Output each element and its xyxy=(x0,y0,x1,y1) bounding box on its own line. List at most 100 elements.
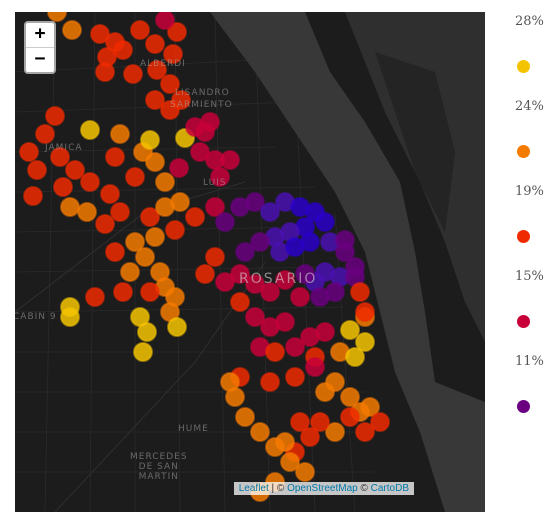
data-marker[interactable] xyxy=(285,367,305,387)
data-marker[interactable] xyxy=(325,422,345,442)
data-marker[interactable] xyxy=(355,302,375,322)
data-marker[interactable] xyxy=(285,337,305,357)
data-marker[interactable] xyxy=(260,282,280,302)
data-marker[interactable] xyxy=(80,172,100,192)
data-marker[interactable] xyxy=(133,342,153,362)
data-marker[interactable] xyxy=(250,232,270,252)
data-marker[interactable] xyxy=(62,20,82,40)
data-marker[interactable] xyxy=(23,186,43,206)
data-marker[interactable] xyxy=(155,12,175,30)
data-marker[interactable] xyxy=(280,452,300,472)
data-marker[interactable] xyxy=(300,427,320,447)
data-marker[interactable] xyxy=(295,462,315,482)
data-marker[interactable] xyxy=(110,124,130,144)
data-marker[interactable] xyxy=(210,167,230,187)
data-marker[interactable] xyxy=(167,317,187,337)
data-marker[interactable] xyxy=(27,160,47,180)
data-marker[interactable] xyxy=(47,12,67,22)
data-marker[interactable] xyxy=(105,147,125,167)
data-marker[interactable] xyxy=(355,422,375,442)
data-marker[interactable] xyxy=(205,247,225,267)
data-marker[interactable] xyxy=(275,270,295,290)
data-marker[interactable] xyxy=(160,74,180,94)
data-marker[interactable] xyxy=(170,192,190,212)
data-marker[interactable] xyxy=(160,100,180,120)
data-marker[interactable] xyxy=(310,287,330,307)
data-marker[interactable] xyxy=(53,177,73,197)
data-marker[interactable] xyxy=(145,227,165,247)
data-marker[interactable] xyxy=(355,332,375,352)
data-marker[interactable] xyxy=(163,44,183,64)
data-marker[interactable] xyxy=(113,282,133,302)
data-marker[interactable] xyxy=(260,202,280,222)
zoom-in-button[interactable]: + xyxy=(34,23,46,44)
data-marker[interactable] xyxy=(340,320,360,340)
data-marker[interactable] xyxy=(137,322,157,342)
data-marker[interactable] xyxy=(110,202,130,222)
data-marker[interactable] xyxy=(235,242,255,262)
map[interactable]: ALBERDI LISANDRO SARMIENTO JAMICA LUIS R… xyxy=(15,12,485,512)
data-marker[interactable] xyxy=(235,407,255,427)
data-marker[interactable] xyxy=(45,106,65,126)
data-marker[interactable] xyxy=(185,207,205,227)
data-marker[interactable] xyxy=(260,372,280,392)
data-marker[interactable] xyxy=(195,122,215,142)
data-marker[interactable] xyxy=(230,264,250,284)
data-marker[interactable] xyxy=(220,150,240,170)
data-marker[interactable] xyxy=(275,312,295,332)
data-marker[interactable] xyxy=(140,282,160,302)
cartodb-link[interactable]: CartoDB xyxy=(370,483,409,494)
zoom-out-button[interactable]: − xyxy=(26,47,54,72)
leaflet-link[interactable]: Leaflet xyxy=(238,483,269,494)
data-marker[interactable] xyxy=(230,292,250,312)
data-marker[interactable] xyxy=(315,322,335,342)
data-marker[interactable] xyxy=(125,232,145,252)
map-canvas[interactable] xyxy=(15,12,485,512)
data-marker[interactable] xyxy=(77,202,97,222)
data-marker[interactable] xyxy=(325,372,345,392)
data-marker[interactable] xyxy=(123,64,143,84)
data-marker[interactable] xyxy=(290,287,310,307)
data-marker[interactable] xyxy=(305,357,325,377)
data-marker[interactable] xyxy=(125,167,145,187)
data-marker[interactable] xyxy=(205,197,225,217)
data-marker[interactable] xyxy=(60,197,80,217)
data-marker[interactable] xyxy=(35,124,55,144)
data-marker[interactable] xyxy=(340,387,360,407)
data-marker[interactable] xyxy=(350,282,370,302)
data-marker[interactable] xyxy=(295,264,315,284)
data-marker[interactable] xyxy=(135,247,155,267)
data-marker[interactable] xyxy=(50,147,70,167)
data-marker[interactable] xyxy=(105,242,125,262)
data-marker[interactable] xyxy=(65,160,85,180)
data-marker[interactable] xyxy=(215,212,235,232)
data-marker[interactable] xyxy=(155,172,175,192)
data-marker[interactable] xyxy=(140,207,160,227)
data-marker[interactable] xyxy=(315,212,335,232)
data-marker[interactable] xyxy=(165,220,185,240)
data-marker[interactable] xyxy=(250,422,270,442)
data-marker[interactable] xyxy=(169,158,189,178)
data-marker[interactable] xyxy=(120,262,140,282)
data-marker[interactable] xyxy=(145,90,165,110)
data-marker[interactable] xyxy=(265,437,285,457)
data-marker[interactable] xyxy=(340,407,360,427)
openstreetmap-link[interactable]: OpenStreetMap xyxy=(287,483,358,494)
data-marker[interactable] xyxy=(265,342,285,362)
data-marker[interactable] xyxy=(80,120,100,140)
data-marker[interactable] xyxy=(195,264,215,284)
data-marker[interactable] xyxy=(370,412,390,432)
data-marker[interactable] xyxy=(167,22,187,42)
data-marker[interactable] xyxy=(95,62,115,82)
data-marker[interactable] xyxy=(19,142,39,162)
data-marker[interactable] xyxy=(290,412,310,432)
data-marker[interactable] xyxy=(85,287,105,307)
data-marker[interactable] xyxy=(245,307,265,327)
data-marker[interactable] xyxy=(345,347,365,367)
data-marker[interactable] xyxy=(245,192,265,212)
data-marker[interactable] xyxy=(113,40,133,60)
data-marker[interactable] xyxy=(360,397,380,417)
data-marker[interactable] xyxy=(140,130,160,150)
data-marker[interactable] xyxy=(100,184,120,204)
data-marker[interactable] xyxy=(310,412,330,432)
